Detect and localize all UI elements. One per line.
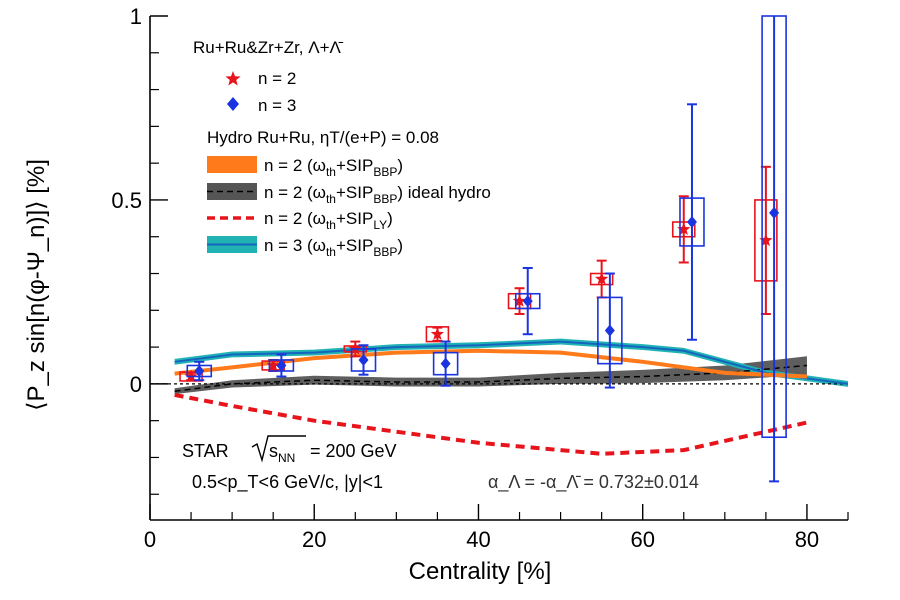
y-tick-label-2: 1 bbox=[130, 4, 142, 29]
y-tick-label-0: 0 bbox=[130, 372, 142, 397]
hydro-n2-ideal-band bbox=[174, 356, 807, 395]
legend-label-n2-bbp: n = 2 (ωth+SIPBBP) bbox=[264, 156, 403, 179]
data-points bbox=[179, 15, 787, 483]
data-point-n2-5 bbox=[594, 272, 609, 285]
sys-box-n3-3 bbox=[432, 351, 459, 376]
data-point-n3-7 bbox=[769, 206, 780, 219]
y-tick-label-1: 0.5 bbox=[111, 188, 142, 213]
hydro-n2-bbp-line bbox=[174, 348, 808, 379]
data-point-n3-4 bbox=[522, 295, 533, 308]
sys-box-n2-3 bbox=[425, 326, 450, 343]
data-point-n3-2 bbox=[358, 353, 369, 366]
x-tick-label-20: 20 bbox=[302, 527, 326, 552]
data-point-n3-1 bbox=[276, 359, 287, 372]
sys-box-n3-5 bbox=[597, 296, 623, 365]
annotation-cuts: 0.5<p_T<6 GeV/c, |y|<1 bbox=[192, 472, 383, 493]
legend-label-n3-bbp: n = 3 (ωth+SIPBBP) bbox=[264, 236, 403, 259]
x-tick-label-0: 0 bbox=[144, 527, 156, 552]
data-point-n3-3 bbox=[440, 357, 451, 370]
legend-swatch-n2-bbp bbox=[207, 156, 257, 173]
legend: Ru+Ru&Zr+Zr, Λ+Λ̄ n = 2 n = 3 Hydro Ru+R… bbox=[193, 38, 491, 259]
legend-n2-label: n = 2 bbox=[258, 69, 296, 88]
data-point-n2-4 bbox=[512, 294, 527, 307]
annotation-alpha: α_Λ = -α_Λ̄ = 0.732±0.014 bbox=[488, 472, 699, 493]
sys-box-n3-7 bbox=[761, 15, 787, 439]
data-point-n2-1 bbox=[266, 358, 280, 372]
legend-n2-star-marker bbox=[225, 71, 241, 86]
annotation-energy: = 200 GeV bbox=[310, 441, 397, 461]
sqrt-symbol bbox=[251, 435, 306, 463]
hydro-n2-ly-line bbox=[174, 392, 808, 456]
sys-box-n3-4 bbox=[514, 292, 541, 310]
x-tick-label-40: 40 bbox=[466, 527, 490, 552]
annotation-experiment: STAR bbox=[182, 441, 229, 461]
annotation-sqrt-s: sNN bbox=[269, 441, 295, 465]
x-tick-label-60: 60 bbox=[630, 527, 654, 552]
hydro-n2-ideal-line bbox=[174, 364, 808, 392]
sys-box-n2-7 bbox=[754, 199, 778, 282]
legend-label-n2-ideal: n = 2 (ωth+SIPBBP) ideal hydro bbox=[264, 183, 491, 206]
data-point-n2-3 bbox=[430, 327, 445, 340]
sys-box-n2-6 bbox=[671, 221, 696, 238]
data-point-n3-6 bbox=[686, 216, 697, 229]
hydro-lines bbox=[150, 340, 849, 456]
annotations: STAR sNN = 200 GeV 0.5<p_T<6 GeV/c, |y|<… bbox=[182, 435, 699, 493]
legend-n3-diamond-marker bbox=[227, 97, 239, 111]
legend-n3-diamond bbox=[227, 97, 239, 111]
plot-frame bbox=[149, 16, 848, 521]
data-point-n2-6 bbox=[677, 222, 691, 236]
legend-n3-label: n = 3 bbox=[258, 96, 296, 115]
sys-box-n3-6 bbox=[679, 197, 705, 247]
axis-ticks: 0 20 40 60 80 0 0.5 1 bbox=[111, 4, 849, 552]
legend-label-n2-ly: n = 2 (ωth+SIPLY) bbox=[264, 209, 393, 232]
data-point-n3-5 bbox=[604, 324, 615, 337]
data-point-n2-7 bbox=[759, 233, 773, 247]
sys-box-n3-2 bbox=[350, 348, 377, 372]
legend-data-header: Ru+Ru&Zr+Zr, Λ+Λ̄ bbox=[193, 38, 344, 57]
legend-hydro-header: Hydro Ru+Ru, ηT/(e+P) = 0.08 bbox=[207, 128, 439, 147]
data-point-n3-0 bbox=[194, 365, 205, 378]
x-axis-title: Centrality [%] bbox=[409, 558, 552, 585]
y-axis-title: ⟨P_z sin[n(φ-Ψ_n)]⟩ [%] bbox=[23, 159, 50, 411]
x-tick-label-80: 80 bbox=[795, 527, 819, 552]
legend-n2-star bbox=[225, 71, 241, 86]
